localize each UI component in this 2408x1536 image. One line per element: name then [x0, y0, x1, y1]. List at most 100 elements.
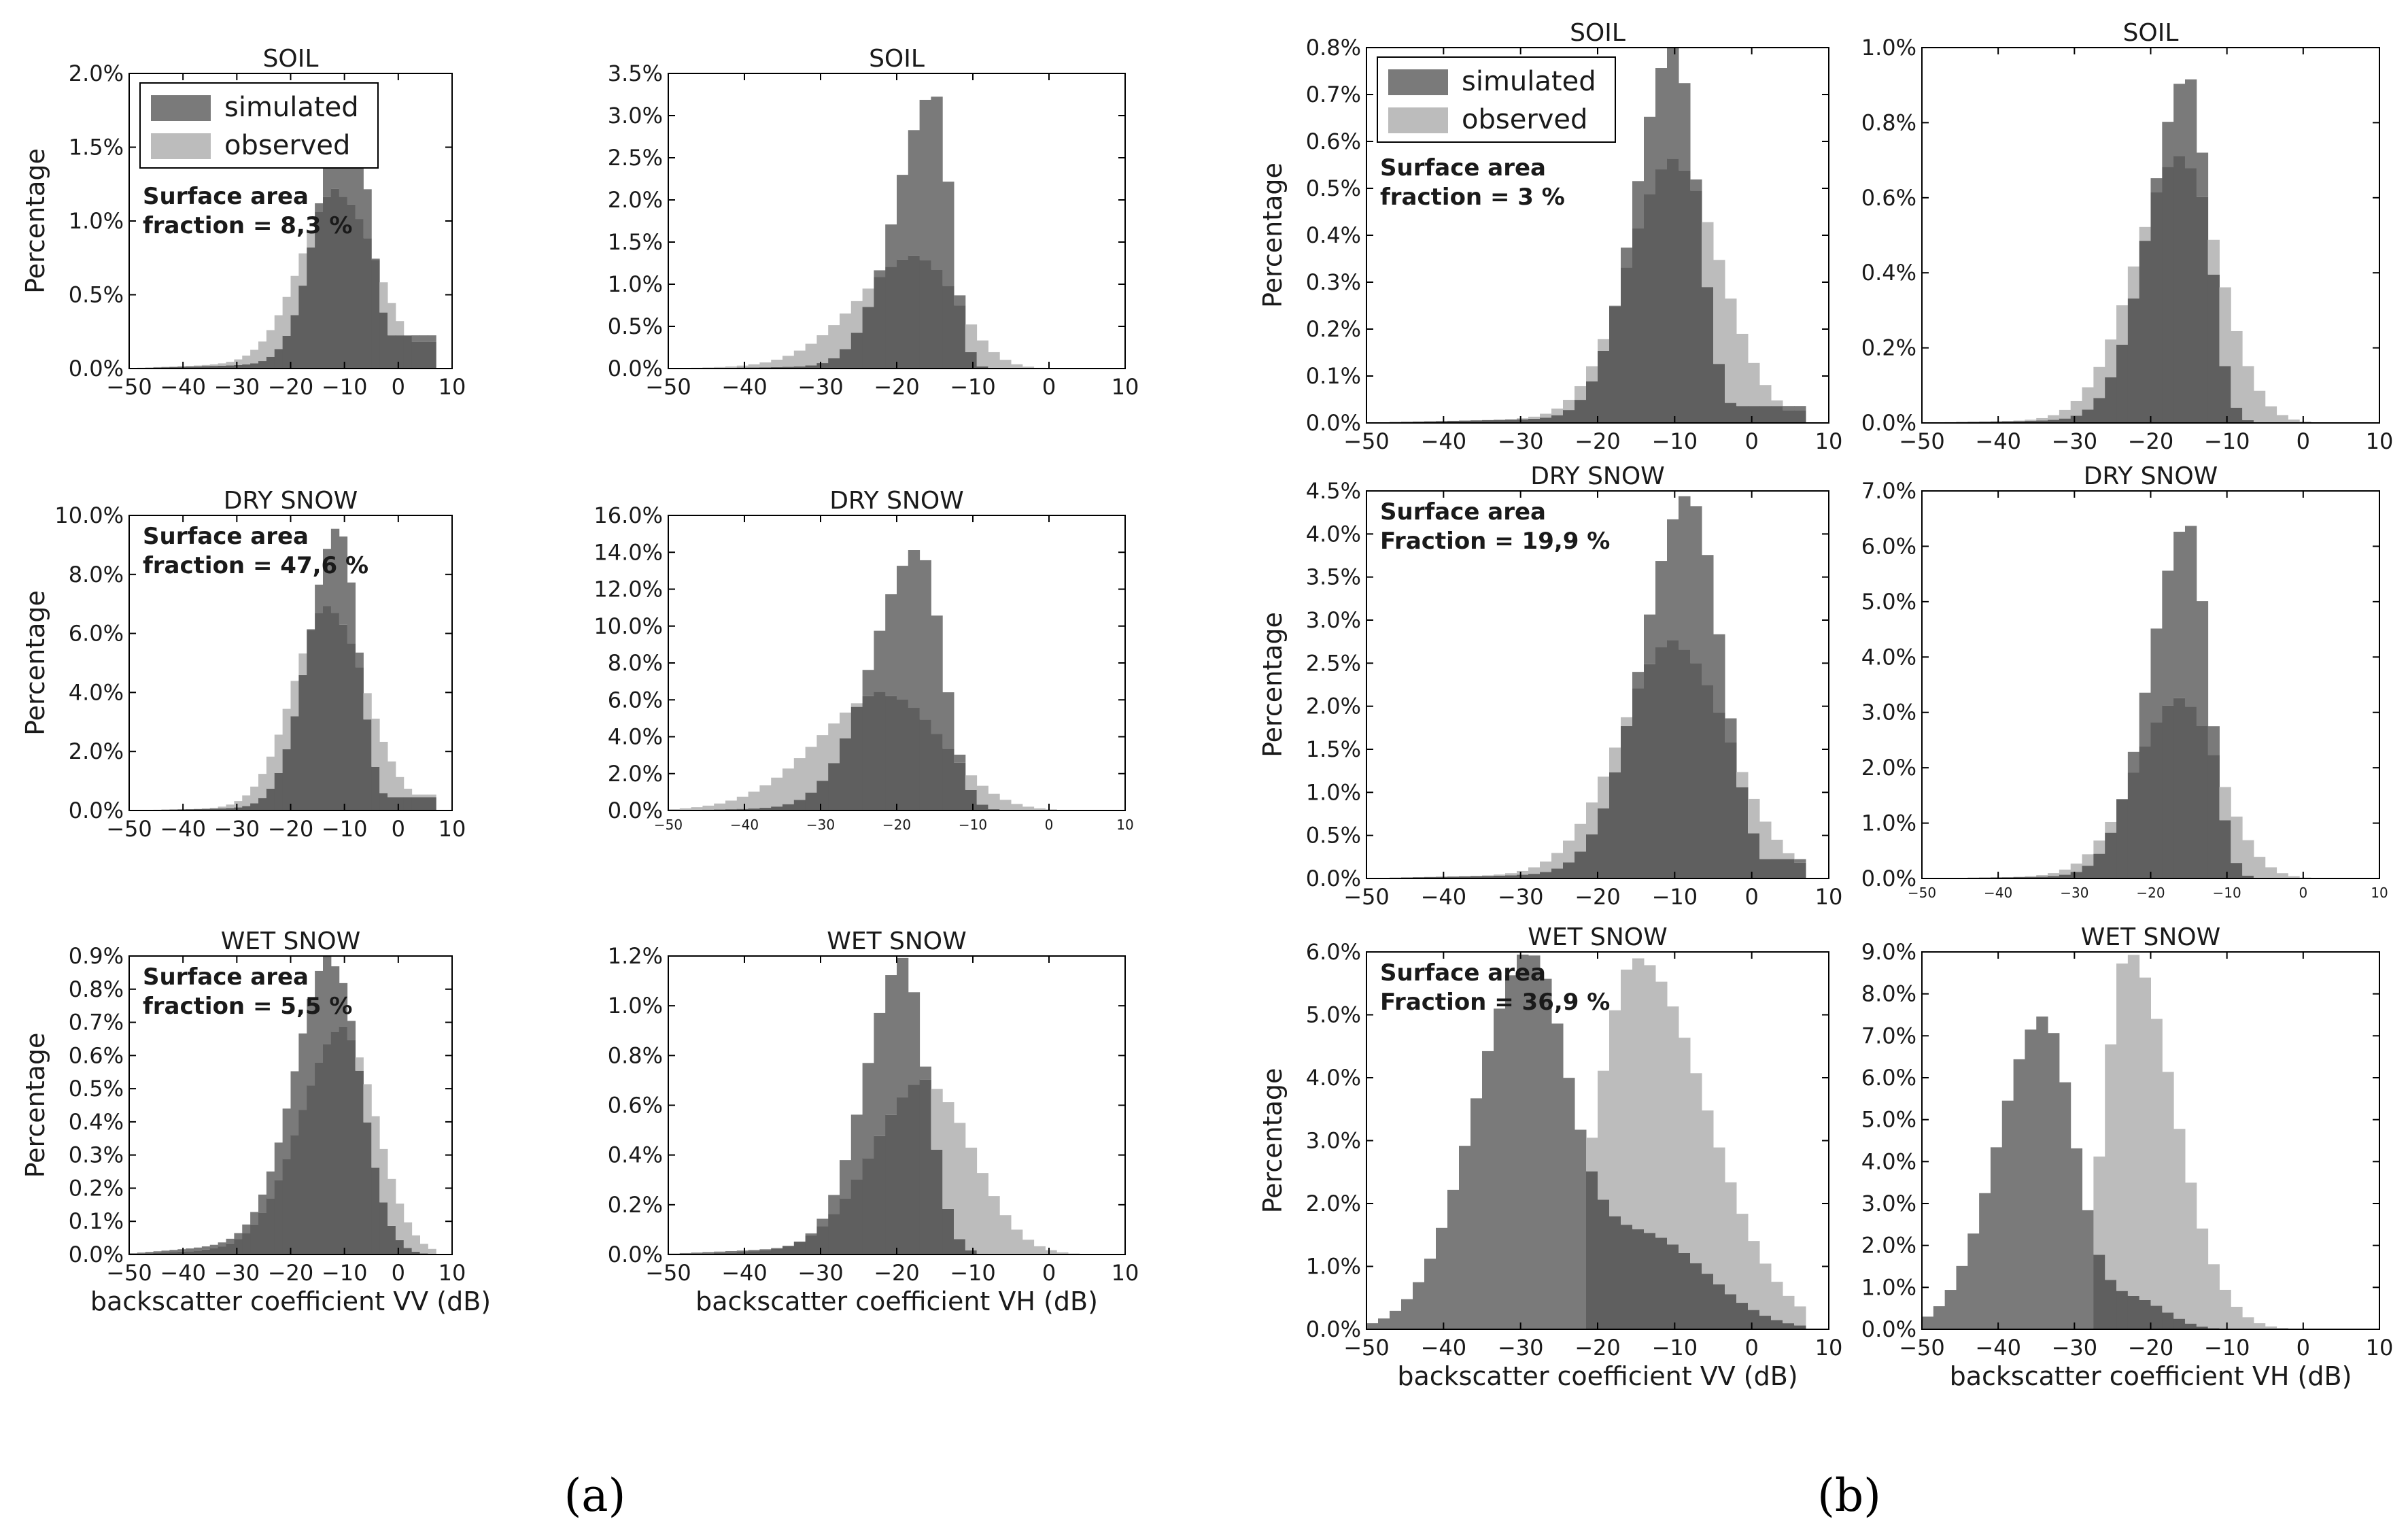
- observed-bar: [999, 360, 1012, 369]
- overlap-bar: [2116, 799, 2129, 878]
- observed-bar: [1598, 776, 1610, 808]
- observed-bar: [2231, 816, 2243, 864]
- y-tick-label: 0.5%: [69, 282, 124, 308]
- y-tick-label: 1.5%: [608, 229, 663, 255]
- overlap-bar: [1667, 640, 1679, 878]
- y-tick-label: 1.2%: [608, 943, 663, 969]
- observed-bar: [976, 1173, 988, 1254]
- overlap-bar: [234, 1239, 243, 1255]
- annotation-text: Surface area: [1380, 154, 1546, 182]
- y-tick-label: 6.0%: [1861, 533, 1916, 559]
- observed-bar: [2242, 840, 2254, 876]
- x-tick-label: −50: [645, 1260, 691, 1286]
- x-tick-label: 0: [1042, 1260, 1056, 1286]
- simulated-bar: [161, 1250, 170, 1253]
- overlap-bar: [250, 363, 259, 369]
- simulated-bar: [1956, 1265, 1968, 1329]
- overlap-bar: [226, 365, 235, 369]
- overlap-bar: [2048, 420, 2060, 423]
- overlap-bar: [1586, 834, 1598, 878]
- observed-bar: [395, 1204, 405, 1240]
- observed-bar: [2242, 366, 2254, 420]
- chart-title: DRY SNOW: [829, 487, 964, 515]
- x-tick-label: 0: [1744, 1335, 1758, 1361]
- overlap-bar: [282, 749, 291, 810]
- observed-bar: [1713, 1147, 1725, 1284]
- observed-bar: [714, 803, 726, 810]
- observed-bar: [1505, 873, 1517, 876]
- overlap-bar: [1424, 876, 1437, 878]
- observed-bar: [274, 734, 283, 773]
- observed-bar: [1022, 366, 1035, 369]
- simulated-bar: [714, 1251, 726, 1253]
- x-tick-label: −10: [1652, 428, 1698, 454]
- simulated-bar: [679, 1252, 692, 1254]
- observed-bar: [2184, 1182, 2197, 1324]
- overlap-bar: [2001, 421, 2014, 423]
- overlap-bar: [2231, 863, 2243, 878]
- x-tick-label: 10: [1112, 374, 1139, 400]
- overlap-bar: [2082, 866, 2094, 878]
- observed-bar: [388, 761, 396, 798]
- overlap-bar: [290, 716, 299, 810]
- y-tick-label: 4.0%: [1306, 521, 1361, 547]
- observed-bar: [942, 1102, 954, 1209]
- observed-bar: [250, 349, 259, 364]
- simulated-bar: [840, 1160, 852, 1199]
- simulated-bar: [209, 1244, 219, 1248]
- x-tick-label: −30: [214, 374, 260, 400]
- simulated-bar: [1655, 68, 1668, 170]
- observed-bar: [419, 794, 428, 798]
- observed-bar: [714, 366, 726, 368]
- overlap-bar: [2036, 876, 2048, 878]
- chart-title: WET SNOW: [1528, 923, 1668, 951]
- overlap-bar: [266, 1198, 275, 1255]
- overlap-bar: [782, 1246, 795, 1255]
- observed-bar: [2105, 821, 2117, 833]
- observed-bar: [2150, 1019, 2163, 1306]
- overlap-bar: [862, 696, 874, 810]
- overlap-bar: [954, 1239, 966, 1255]
- observed-bar: [828, 723, 840, 764]
- overlap-bar: [828, 358, 840, 369]
- simulated-bar: [862, 670, 874, 696]
- simulated-bar: [1794, 859, 1806, 863]
- x-tick-label: −20: [874, 374, 920, 400]
- simulated-bar: [885, 975, 897, 1115]
- overlap-bar: [1759, 859, 1772, 878]
- simulated-bar: [355, 652, 364, 668]
- overlap-bar: [2173, 698, 2186, 878]
- overlap-bar: [234, 807, 243, 810]
- overlap-bar: [2093, 1255, 2105, 1329]
- overlap-bar: [2162, 167, 2174, 423]
- simulated-bar: [2082, 1210, 2094, 1329]
- simulated-bar: [1482, 1051, 1494, 1329]
- y-tick-label: 0.5%: [608, 313, 663, 339]
- simulated-bar: [411, 335, 420, 342]
- observed-bar: [371, 718, 380, 767]
- overlap-bar: [862, 307, 874, 369]
- y-tick-label: 4.0%: [1861, 1148, 1916, 1174]
- simulated-bar: [298, 1033, 307, 1110]
- simulated-bar: [177, 1249, 186, 1252]
- simulated-bar: [2196, 601, 2209, 727]
- overlap-bar: [379, 1202, 388, 1255]
- x-tick-label: −40: [1975, 428, 2021, 454]
- observed-bar: [2196, 1228, 2209, 1327]
- overlap-bar: [1748, 1310, 1760, 1329]
- overlap-bar: [919, 719, 931, 810]
- overlap-bar: [1655, 647, 1668, 878]
- overlap-bar: [2196, 1327, 2209, 1329]
- observed-bar: [1632, 958, 1645, 1229]
- simulated-bar: [942, 692, 954, 749]
- x-tick-label: −50: [1343, 428, 1390, 454]
- observed-bar: [403, 788, 413, 798]
- observed-bar: [1794, 1306, 1806, 1326]
- observed-bar: [782, 356, 795, 367]
- y-tick-label: 0.0%: [1306, 1316, 1361, 1342]
- overlap-bar: [1690, 663, 1702, 878]
- overlap-bar: [931, 269, 943, 369]
- overlap-bar: [1494, 420, 1506, 423]
- overlap-bar: [840, 1198, 852, 1255]
- simulated-bar: [736, 1250, 749, 1252]
